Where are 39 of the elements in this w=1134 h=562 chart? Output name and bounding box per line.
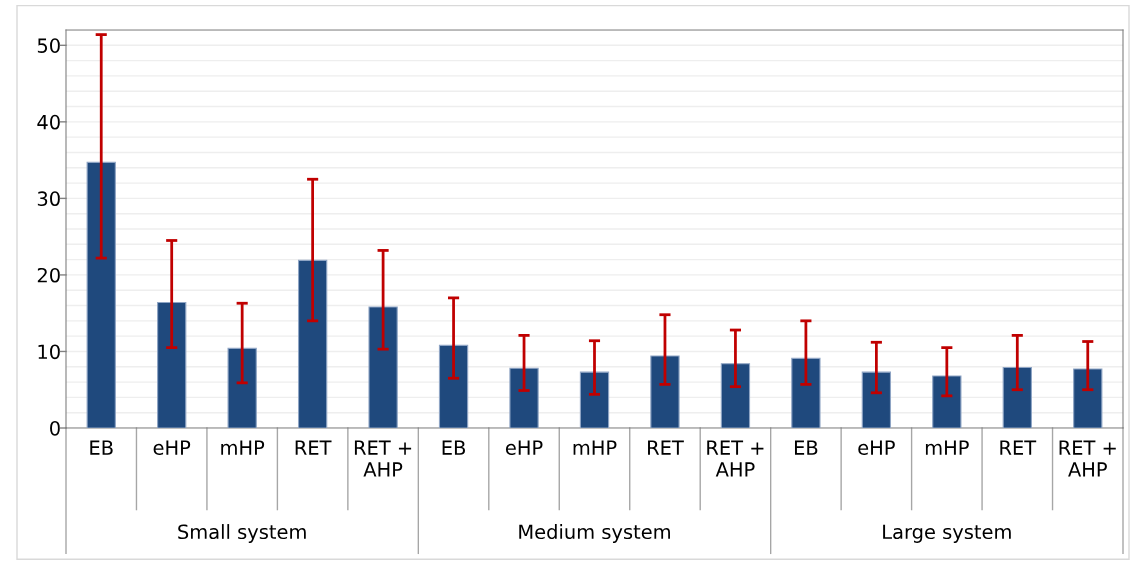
- bar: [509, 367, 539, 428]
- y-tick-label: 30: [37, 191, 60, 207]
- x-tick-label: RET + AHP: [354, 440, 412, 477]
- bar: [932, 375, 962, 428]
- bar: [438, 344, 469, 428]
- x-tick-label: RET + AHP: [707, 440, 764, 477]
- bar: [720, 363, 751, 428]
- x-tick-label: mHP: [221, 440, 265, 455]
- bar: [86, 161, 116, 428]
- y-tick-label: 0: [50, 420, 60, 436]
- bar: [861, 371, 892, 428]
- y-tick-label: 40: [37, 114, 60, 130]
- x-tick-label: EB: [794, 440, 818, 455]
- y-tick-label: 50: [37, 38, 60, 53]
- x-tick-label: RET: [295, 440, 332, 455]
- bar: [368, 306, 398, 428]
- text: Small system: [178, 524, 306, 543]
- bar: [227, 347, 257, 428]
- bar: [1002, 366, 1032, 428]
- x-tick-label: mHP: [573, 440, 617, 455]
- bar: [791, 357, 821, 428]
- bar: [297, 259, 328, 428]
- x-tick-label: RET: [648, 440, 684, 455]
- x-tick-label: eHP: [505, 440, 543, 455]
- x-tick-label: eHP: [153, 440, 191, 455]
- text: Medium system: [519, 524, 670, 543]
- x-tick-label: EB: [442, 440, 465, 455]
- x-tick-label: EB: [90, 440, 113, 455]
- y-tick-label: 10: [38, 344, 60, 360]
- x-tick-label: eHP: [858, 440, 895, 455]
- x-tick-label: mHP: [925, 440, 969, 455]
- x-tick-label: RET + AHP: [1059, 440, 1116, 477]
- y-tick-label: 20: [37, 267, 60, 283]
- bar: [1073, 368, 1103, 428]
- bar: [579, 371, 610, 428]
- text: Large system: [883, 524, 1011, 543]
- bar: [157, 301, 187, 428]
- x-tick-label: RET: [1000, 440, 1037, 455]
- bar: [650, 355, 680, 428]
